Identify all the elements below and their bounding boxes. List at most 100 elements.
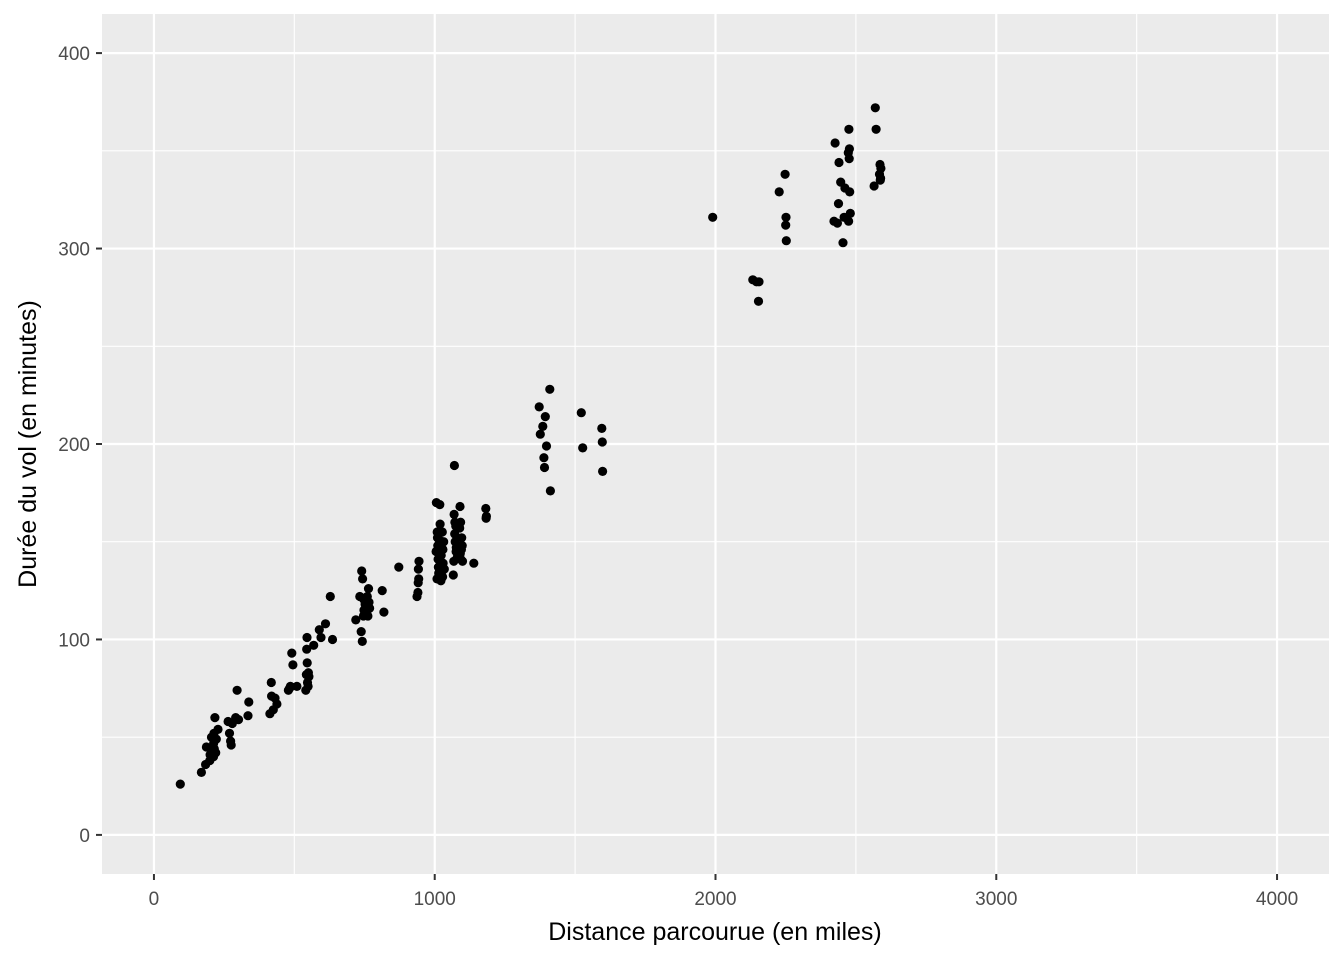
y-tick-label: 300 [58, 240, 90, 261]
data-point [838, 238, 848, 248]
data-point [302, 658, 312, 668]
data-point [351, 615, 361, 625]
data-point [304, 672, 314, 682]
x-tick-label: 4000 [1256, 889, 1298, 910]
data-point [844, 216, 854, 226]
data-point [365, 603, 375, 613]
y-tick-label: 400 [58, 44, 90, 65]
data-point [535, 429, 545, 439]
data-point [448, 570, 458, 580]
data-point [845, 187, 855, 197]
data-point [832, 218, 843, 228]
data-point [394, 562, 404, 572]
data-point [449, 509, 459, 519]
x-tick-label: 2000 [694, 889, 736, 910]
x-tick-label: 3000 [975, 889, 1017, 910]
data-point [781, 220, 791, 230]
data-point [327, 634, 338, 645]
data-point [833, 199, 844, 209]
data-point [437, 527, 447, 537]
x-tick-label: 1000 [414, 889, 456, 910]
data-point [211, 734, 221, 744]
data-point [597, 437, 607, 447]
data-point [224, 728, 235, 738]
data-point [844, 154, 854, 164]
data-point [871, 124, 881, 134]
data-point [598, 466, 608, 476]
data-point [869, 181, 879, 191]
data-point [303, 681, 313, 692]
data-point [285, 681, 295, 692]
data-point [845, 208, 855, 218]
data-point [358, 574, 368, 584]
data-point [210, 713, 220, 723]
data-point [834, 157, 844, 168]
data-point [413, 564, 423, 574]
data-point [379, 607, 389, 617]
data-point [435, 500, 445, 510]
data-point [844, 124, 854, 134]
data-point [363, 584, 374, 594]
data-point [870, 103, 880, 113]
data-point [539, 462, 550, 473]
data-points [175, 103, 886, 789]
data-point [414, 556, 424, 566]
data-point [175, 779, 185, 789]
data-point [302, 632, 312, 643]
y-tick-label: 0 [79, 826, 90, 847]
data-point [243, 711, 253, 721]
data-point [541, 441, 552, 451]
data-point [456, 517, 466, 527]
data-point [320, 619, 331, 629]
data-point [576, 408, 586, 418]
data-point [540, 412, 550, 422]
data-point [545, 486, 556, 496]
data-point [314, 625, 324, 635]
data-point [753, 296, 764, 306]
data-point [438, 544, 448, 555]
data-point [545, 384, 555, 394]
grid-major-lines [102, 14, 1329, 874]
data-point [363, 611, 373, 621]
data-point [439, 564, 449, 574]
data-point [539, 453, 549, 463]
data-point [233, 715, 244, 725]
x-axis: 0 1000 2000 3000 4000 [149, 874, 1298, 910]
data-point [534, 402, 544, 412]
data-point [435, 519, 445, 529]
data-point [438, 572, 448, 582]
data-point [449, 460, 459, 471]
data-point [455, 501, 465, 512]
y-axis-title: Durée du vol (en minutes) [14, 300, 42, 588]
data-point [781, 236, 791, 246]
data-point [272, 699, 282, 709]
data-point [377, 586, 387, 596]
data-point [876, 163, 886, 173]
data-point [481, 503, 491, 514]
data-point [578, 443, 588, 453]
data-point [232, 685, 242, 695]
data-point [292, 681, 302, 692]
data-point [287, 648, 297, 658]
data-point [754, 277, 764, 287]
data-point [774, 187, 784, 197]
data-point [226, 740, 236, 750]
y-tick-label: 100 [58, 630, 90, 651]
data-point [302, 644, 312, 654]
data-point [457, 556, 468, 566]
data-point [213, 724, 223, 735]
data-point [356, 627, 366, 637]
y-axis: 0 100 200 300 400 [58, 44, 102, 847]
data-point [309, 640, 319, 650]
data-point [781, 212, 791, 222]
data-point [316, 632, 326, 643]
data-point [780, 169, 790, 179]
data-point [876, 173, 886, 183]
data-point [457, 541, 467, 551]
data-point [597, 423, 607, 433]
x-tick-label: 0 [149, 889, 160, 910]
data-point [357, 566, 367, 576]
data-point [196, 767, 206, 778]
